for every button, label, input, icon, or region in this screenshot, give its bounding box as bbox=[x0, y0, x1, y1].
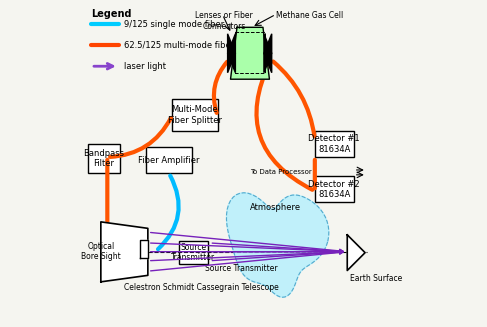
Text: Lenses or Fiber
Connectors: Lenses or Fiber Connectors bbox=[195, 11, 253, 30]
Text: To Data Processor: To Data Processor bbox=[250, 169, 312, 175]
Text: Fiber Amplifier: Fiber Amplifier bbox=[138, 156, 200, 165]
Polygon shape bbox=[101, 222, 148, 282]
Polygon shape bbox=[227, 34, 235, 73]
Text: Earth Surface: Earth Surface bbox=[351, 274, 403, 283]
Text: Celestron Schmidt Cassegrain Telescope: Celestron Schmidt Cassegrain Telescope bbox=[124, 284, 278, 292]
FancyBboxPatch shape bbox=[179, 241, 208, 264]
Text: 9/125 single mode fiber: 9/125 single mode fiber bbox=[124, 20, 224, 28]
FancyBboxPatch shape bbox=[146, 147, 191, 173]
Polygon shape bbox=[226, 193, 329, 297]
Text: Bandpass
Filter: Bandpass Filter bbox=[84, 149, 125, 168]
Text: 62.5/125 multi-mode fiber: 62.5/125 multi-mode fiber bbox=[124, 41, 234, 50]
Text: Methane Gas Cell: Methane Gas Cell bbox=[276, 11, 343, 20]
Text: Optical
Bore Sight: Optical Bore Sight bbox=[81, 242, 121, 261]
Polygon shape bbox=[347, 235, 365, 270]
Polygon shape bbox=[264, 34, 272, 73]
Text: Atmosphere: Atmosphere bbox=[250, 203, 301, 212]
Text: Multi-Mode
Fiber Splitter: Multi-Mode Fiber Splitter bbox=[168, 105, 222, 125]
Text: Detector #2
81634A: Detector #2 81634A bbox=[308, 180, 360, 199]
Polygon shape bbox=[230, 27, 269, 79]
Polygon shape bbox=[140, 240, 148, 258]
FancyBboxPatch shape bbox=[88, 144, 120, 173]
Text: Source
Transmitter: Source Transmitter bbox=[171, 243, 215, 262]
FancyBboxPatch shape bbox=[315, 177, 354, 202]
Polygon shape bbox=[264, 34, 272, 73]
Text: laser light: laser light bbox=[124, 62, 166, 71]
Text: Detector #1
81634A: Detector #1 81634A bbox=[308, 134, 360, 154]
FancyBboxPatch shape bbox=[315, 131, 354, 157]
Text: Legend: Legend bbox=[91, 9, 131, 20]
Text: Source Transmitter: Source Transmitter bbox=[205, 264, 277, 273]
Polygon shape bbox=[227, 34, 235, 73]
FancyBboxPatch shape bbox=[172, 99, 218, 131]
